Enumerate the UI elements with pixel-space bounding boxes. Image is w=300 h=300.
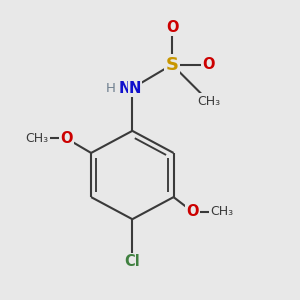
Text: CH₃: CH₃ xyxy=(25,132,48,145)
Text: N: N xyxy=(118,81,131,96)
Text: O: O xyxy=(166,20,178,35)
Text: CH₃: CH₃ xyxy=(197,95,220,108)
Text: H: H xyxy=(105,82,115,95)
Text: O: O xyxy=(60,131,72,146)
Text: N: N xyxy=(129,81,142,96)
Text: Cl: Cl xyxy=(124,254,140,269)
Text: O: O xyxy=(186,204,199,219)
Text: S: S xyxy=(166,56,178,74)
Text: O: O xyxy=(202,57,215,72)
Text: CH₃: CH₃ xyxy=(211,205,234,218)
